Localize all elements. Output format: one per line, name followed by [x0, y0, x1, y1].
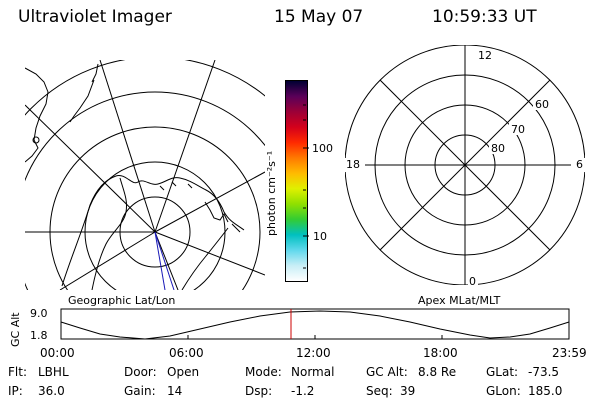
geographic-map	[25, 60, 265, 290]
colorbar	[285, 80, 308, 282]
door-value: Open	[167, 365, 200, 379]
seq-label: Seq:	[366, 384, 393, 398]
colorbar-tick-10: 10	[313, 230, 327, 243]
gc-alt-label: GC Alt:	[366, 365, 408, 379]
dsp-value: -1.2	[291, 384, 315, 398]
altitude-plot	[60, 308, 570, 340]
altitude-min-label: 1.8	[30, 329, 48, 342]
time-tick-2359: 23:59	[552, 346, 587, 360]
instrument-title: Ultraviolet Imager	[18, 7, 172, 27]
glat-label: GLat:	[486, 365, 519, 379]
filter-value: LBHL	[38, 365, 69, 379]
time-tick-1200: 12:00	[296, 346, 331, 360]
mlat-label-60: 60	[535, 98, 549, 111]
gc-alt-value: 8.8 Re	[418, 365, 457, 379]
apex-polar-map	[345, 45, 585, 285]
door-label: Door:	[124, 365, 157, 379]
observation-date: 15 May 07	[274, 7, 364, 27]
colorbar-ticks	[303, 104, 309, 269]
mlt-label-6: 6	[576, 158, 583, 171]
colorbar-unit-label: photon cm⁻²s⁻¹	[265, 150, 278, 236]
time-tick-0000: 00:00	[40, 346, 75, 360]
glat-value: -73.5	[528, 365, 560, 379]
ip-value: 36.0	[38, 384, 65, 398]
mlat-label-80: 80	[491, 142, 505, 155]
apex-map-label: Apex MLat/MLT	[418, 294, 501, 307]
ip-label: IP:	[8, 384, 23, 398]
altitude-max-label: 9.0	[30, 307, 48, 320]
dsp-label: Dsp:	[245, 384, 273, 398]
time-tick-0600: 06:00	[169, 346, 204, 360]
mode-label: Mode:	[245, 365, 282, 379]
altitude-axis-label: GC Alt	[9, 312, 22, 347]
glon-label: GLon:	[486, 384, 521, 398]
mlat-label-70: 70	[511, 123, 525, 136]
mlt-label-18: 18	[346, 158, 360, 171]
observation-time: 10:59:33 UT	[432, 7, 537, 27]
glon-value: 185.0	[528, 384, 563, 398]
gain-value: 14	[167, 384, 183, 398]
mlt-label-12: 12	[478, 49, 492, 62]
colorbar-tick-100: 100	[312, 142, 333, 155]
geographic-map-label: Geographic Lat/Lon	[68, 294, 176, 307]
gain-label: Gain:	[124, 384, 156, 398]
filter-label: Flt:	[8, 365, 27, 379]
mlt-label-0: 0	[469, 275, 476, 288]
mode-value: Normal	[291, 365, 335, 379]
time-tick-1800: 18:00	[423, 346, 458, 360]
seq-value: 39	[400, 384, 416, 398]
